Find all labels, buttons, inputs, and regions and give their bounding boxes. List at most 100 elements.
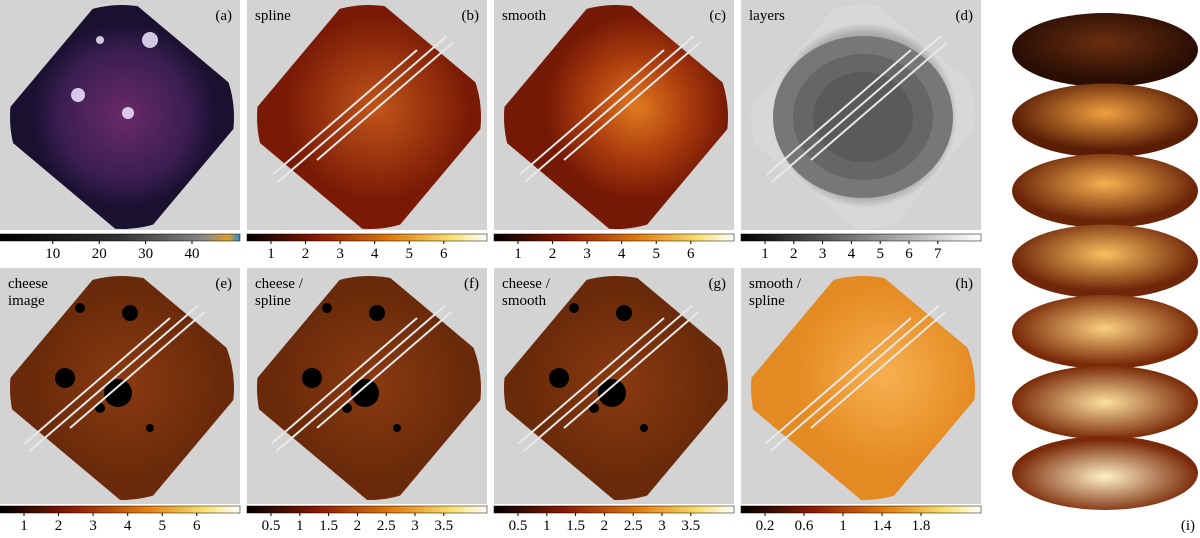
panel-label: (g)	[709, 276, 727, 292]
colorbar-tick-label: 10	[45, 246, 60, 262]
colorbar	[0, 505, 241, 514]
panel-label: (e)	[215, 276, 232, 292]
colorbar-tick-label: 2	[302, 246, 310, 262]
panel: (b) spline	[247, 0, 487, 230]
panel: (a)	[0, 0, 240, 230]
stacked-image	[1012, 224, 1198, 299]
colorbar-tick-label: 1.4	[873, 518, 892, 534]
source-hole	[616, 305, 632, 321]
colorbar-tick-label: 5	[405, 246, 413, 262]
colorbar	[246, 505, 488, 514]
colorbar-tick-label: 3	[89, 518, 97, 534]
chip-gap	[10, 317, 171, 500]
colorbar-tick-label: 2.5	[377, 518, 396, 534]
colorbar-tick-label: 2	[790, 246, 798, 262]
colorbar-tick-label: 4	[848, 246, 856, 262]
source-hole	[302, 368, 322, 388]
colorbar-tick-label: 1.5	[319, 518, 338, 534]
panel: (f) cheese /spline	[247, 268, 487, 504]
colorbar-tick-label: 30	[138, 246, 153, 262]
colorbar-tick-label: 0.2	[756, 518, 775, 534]
panel-title: smooth	[502, 293, 547, 309]
colorbar-tick-label: 5	[652, 246, 660, 262]
chip-gap	[751, 317, 912, 500]
image-stack	[1012, 13, 1198, 510]
colorbar-tick-label: 40	[185, 246, 200, 262]
chip-gap	[563, 5, 728, 161]
chip-gap	[10, 277, 231, 469]
chip-gap	[316, 276, 481, 429]
chip-gap	[810, 5, 975, 161]
panel-title: spline	[255, 293, 291, 309]
panel-title: cheese /	[255, 276, 304, 292]
colorbar	[493, 233, 735, 242]
colorbar-tick-label: 0.5	[509, 518, 528, 534]
colorbar	[740, 505, 982, 514]
source-hole	[640, 424, 648, 432]
field-image	[751, 276, 975, 500]
colorbar-tick-label: 6	[440, 246, 448, 262]
chip-gap	[810, 276, 975, 429]
colorbar-tick-label: 2.5	[624, 518, 643, 534]
colorbar-tick-label: 3	[819, 246, 827, 262]
chip-gap	[504, 277, 725, 469]
colorbar-tick-label: 0.5	[262, 518, 281, 534]
field-image	[257, 276, 481, 500]
panel-label: (a)	[215, 8, 232, 24]
panel-title: cheese /	[502, 276, 551, 292]
field-image	[10, 5, 234, 229]
chip-gap	[751, 49, 912, 229]
field-image	[257, 5, 481, 229]
stack-label: (i)	[1181, 518, 1195, 534]
bright-source	[142, 32, 158, 48]
source-hole	[351, 379, 379, 407]
field-image	[751, 5, 975, 229]
source-hole	[569, 303, 579, 313]
colorbar-tick-label: 5	[876, 246, 884, 262]
chip-gap	[257, 277, 478, 469]
colorbar-tick-label: 4	[618, 246, 626, 262]
stacked-image	[1012, 154, 1198, 228]
source-hole	[393, 424, 401, 432]
panel-label: (h)	[956, 276, 974, 292]
panel-title: spline	[255, 8, 291, 24]
colorbar-tick-label: 1	[514, 246, 522, 262]
colorbar-tick-label: 20	[92, 246, 107, 262]
colorbar-tick-label: 6	[687, 246, 695, 262]
field-shape	[504, 5, 728, 229]
source-hole	[55, 368, 75, 388]
colorbar-tick-label: 0.6	[795, 518, 814, 534]
colorbar-tick-label: 1	[543, 518, 551, 534]
stacked-image	[1012, 295, 1198, 369]
colorbar-tick-label: 5	[158, 518, 166, 534]
colorbar-tick-label: 1	[267, 246, 275, 262]
panel-grid: (a) 10 20 30 40 (b) spline 1 2 3 4 5 6 (c) smooth 1 2 3 4 5…	[0, 0, 982, 534]
colorbar-tick-label: 2	[354, 518, 362, 534]
panel-label: (c)	[709, 8, 726, 24]
colorbar	[0, 233, 241, 242]
colorbar-tick-label: 3	[411, 518, 419, 534]
panel-title: spline	[749, 293, 785, 309]
colorbar-tick-label: 1	[20, 518, 28, 534]
field-image	[504, 5, 728, 229]
panel-label: (b)	[462, 8, 480, 24]
source-hole	[75, 303, 85, 313]
stacked-image	[1012, 83, 1198, 158]
source-hole	[598, 379, 626, 407]
panel: (g) cheese /smooth	[494, 268, 734, 504]
field-shape	[751, 276, 975, 500]
bright-source	[71, 88, 85, 102]
bright-source	[96, 36, 104, 44]
colorbar-tick-label: 2	[55, 518, 63, 534]
colorbar-tick-label: 6	[905, 246, 913, 262]
stacked-image	[1012, 13, 1198, 87]
panel-title: cheese	[8, 276, 48, 292]
colorbar-tick-label: 3.5	[434, 518, 453, 534]
colorbar-tick-label: 1.8	[912, 518, 931, 534]
source-hole	[322, 303, 332, 313]
chip-gap	[257, 49, 418, 229]
panel: (h) smooth /spline	[741, 268, 981, 504]
colorbar-tick-label: 2	[601, 518, 609, 534]
